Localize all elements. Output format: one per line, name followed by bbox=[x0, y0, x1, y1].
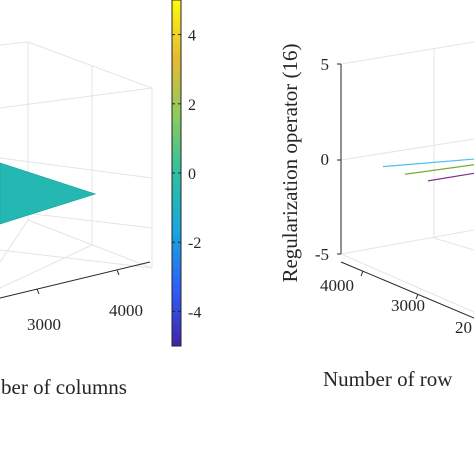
colorbar-tick-label: 0 bbox=[188, 166, 196, 183]
right-axis-lines bbox=[337, 63, 474, 319]
colorbar-tick-label: 4 bbox=[188, 28, 196, 45]
right-line-plot: 5 0 -5 4000 3000 20 Regularization operato… bbox=[278, 41, 474, 391]
left-surface-plot: 3000 4000 ber of columns bbox=[0, 41, 153, 399]
row-tick-3000: 3000 bbox=[391, 296, 425, 315]
colorbar-tick-label: -4 bbox=[188, 304, 201, 321]
z-tick-label: 5 bbox=[321, 55, 330, 74]
surface-patch bbox=[0, 162, 97, 225]
z-axis-label: Regularization operator (16) bbox=[278, 43, 302, 282]
line-series-group bbox=[382, 158, 474, 182]
series-line bbox=[382, 158, 474, 168]
z-tick-label: 0 bbox=[321, 150, 330, 169]
rows-axis-label: Number of row bbox=[323, 367, 453, 391]
left-axis-lines bbox=[0, 261, 151, 299]
z-tick-label: -5 bbox=[315, 245, 329, 264]
column-tick-3000: 3000 bbox=[27, 315, 61, 334]
column-tick-4000: 4000 bbox=[109, 301, 143, 320]
series-line bbox=[427, 172, 474, 182]
series-line bbox=[404, 164, 474, 175]
colorbar: 4 2 0 -2 -4 bbox=[171, 0, 201, 347]
colorbar-ticks: 4 2 0 -2 -4 bbox=[172, 28, 201, 321]
row-tick-4000: 4000 bbox=[320, 276, 354, 295]
z-ticks: 5 0 -5 bbox=[315, 55, 329, 264]
row-tick-20: 20 bbox=[455, 318, 472, 337]
colorbar-tick-label: 2 bbox=[188, 97, 196, 114]
left-grid bbox=[0, 41, 153, 289]
columns-axis-label: ber of columns bbox=[1, 375, 127, 399]
colorbar-tick-label: -2 bbox=[188, 235, 201, 252]
